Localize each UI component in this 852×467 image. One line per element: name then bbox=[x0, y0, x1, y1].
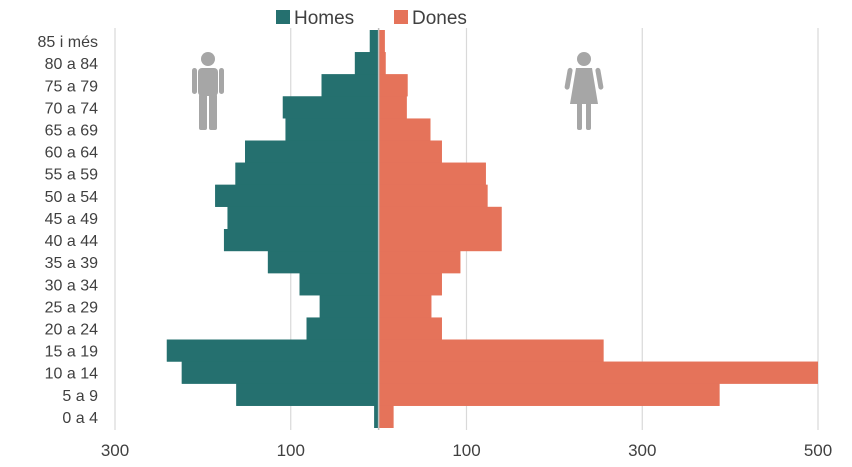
legend-swatch-dones bbox=[394, 10, 408, 24]
bar-homes-9 bbox=[227, 206, 379, 229]
bar-dones-9 bbox=[378, 206, 502, 229]
bar-dones-6 bbox=[378, 273, 442, 296]
bar-dones-14 bbox=[378, 96, 407, 119]
bar-dones-4 bbox=[378, 317, 442, 340]
category-labels: 0 a 4 5 a 9 10 a 14 15 a 19 20 a 24 25 a 29 30… bbox=[38, 34, 99, 427]
category-label-10: 50 a 54 bbox=[45, 189, 98, 206]
bar-homes-17 bbox=[369, 30, 379, 53]
bar-dones-1 bbox=[378, 383, 720, 406]
bar-homes-15 bbox=[321, 74, 379, 97]
male-icon bbox=[192, 52, 224, 130]
bar-dones-2 bbox=[378, 361, 818, 384]
bar-homes-1 bbox=[236, 383, 379, 406]
bar-homes-14 bbox=[282, 96, 379, 119]
bar-homes-8 bbox=[223, 229, 379, 252]
category-label-3: 15 a 19 bbox=[45, 344, 98, 361]
legend-label-dones: Dones bbox=[412, 8, 467, 29]
category-label-14: 70 a 74 bbox=[45, 100, 98, 117]
bar-homes-6 bbox=[299, 273, 379, 296]
category-label-11: 55 a 59 bbox=[45, 167, 98, 184]
homes-bars bbox=[166, 30, 379, 428]
category-label-5: 25 a 29 bbox=[45, 299, 98, 316]
category-label-16: 80 a 84 bbox=[45, 56, 98, 73]
bar-homes-11 bbox=[235, 162, 379, 185]
x-tick-label-2: 100 bbox=[452, 441, 480, 460]
category-label-9: 45 a 49 bbox=[45, 211, 98, 228]
category-label-17: 85 i més bbox=[38, 34, 98, 51]
category-label-13: 65 a 69 bbox=[45, 123, 98, 140]
bar-homes-3 bbox=[166, 339, 379, 362]
bar-dones-16 bbox=[378, 52, 386, 75]
bar-dones-0 bbox=[378, 405, 394, 428]
category-label-6: 30 a 34 bbox=[45, 277, 98, 294]
bar-homes-12 bbox=[245, 140, 379, 163]
bar-dones-15 bbox=[378, 74, 408, 97]
bar-dones-10 bbox=[378, 184, 488, 207]
bar-dones-11 bbox=[378, 162, 486, 185]
bar-homes-5 bbox=[319, 295, 379, 318]
legend-label-homes: Homes bbox=[294, 8, 354, 29]
bar-dones-13 bbox=[378, 118, 431, 141]
bar-homes-16 bbox=[354, 52, 379, 75]
legend: Homes Dones bbox=[276, 8, 467, 29]
x-tick-label-0: 300 bbox=[101, 441, 129, 460]
bar-homes-13 bbox=[285, 118, 379, 141]
x-axis-tick-labels: 300 100 100 300 500 bbox=[101, 441, 832, 460]
category-label-2: 10 a 14 bbox=[45, 366, 98, 383]
category-label-0: 0 a 4 bbox=[62, 410, 98, 427]
x-tick-label-1: 100 bbox=[277, 441, 305, 460]
bar-homes-2 bbox=[181, 361, 379, 384]
bar-homes-10 bbox=[215, 184, 379, 207]
category-label-4: 20 a 24 bbox=[45, 322, 98, 339]
bar-dones-7 bbox=[378, 251, 461, 274]
bar-homes-7 bbox=[267, 251, 379, 274]
female-icon bbox=[564, 52, 604, 130]
bar-dones-3 bbox=[378, 339, 604, 362]
bar-dones-17 bbox=[378, 30, 385, 53]
category-label-12: 60 a 64 bbox=[45, 145, 98, 162]
category-label-15: 75 a 79 bbox=[45, 78, 98, 95]
legend-swatch-homes bbox=[276, 10, 290, 24]
x-tick-label-3: 300 bbox=[628, 441, 656, 460]
category-label-7: 35 a 39 bbox=[45, 255, 98, 272]
bar-homes-4 bbox=[306, 317, 379, 340]
category-label-1: 5 a 9 bbox=[62, 388, 98, 405]
bar-dones-5 bbox=[378, 295, 432, 318]
bar-dones-12 bbox=[378, 140, 442, 163]
bar-homes-0 bbox=[374, 405, 379, 428]
dones-bars bbox=[378, 30, 818, 428]
category-label-8: 40 a 44 bbox=[45, 233, 98, 250]
x-tick-label-4: 500 bbox=[804, 441, 832, 460]
bar-dones-8 bbox=[378, 229, 502, 252]
